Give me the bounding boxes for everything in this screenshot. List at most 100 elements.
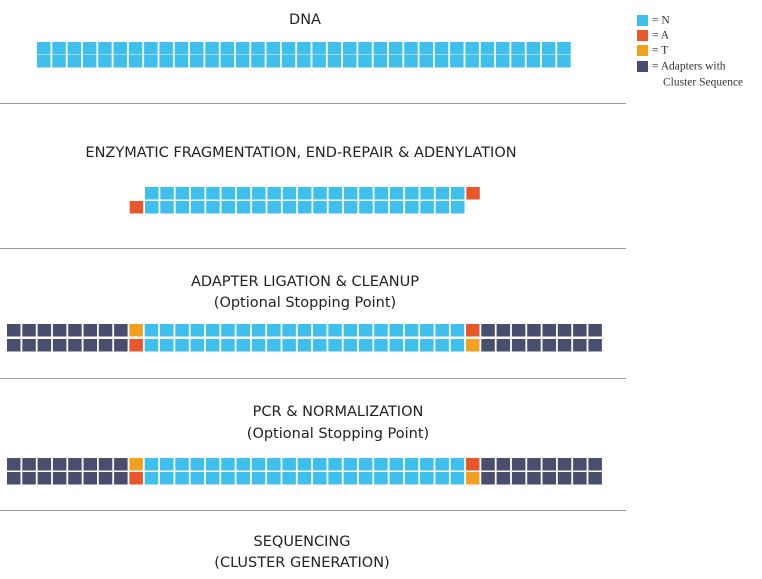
base-block	[358, 324, 373, 337]
base-block	[542, 458, 556, 471]
base-block	[175, 472, 189, 485]
base-block	[557, 42, 571, 55]
legend-swatch	[637, 61, 648, 72]
base-block	[313, 458, 327, 471]
base-block	[419, 42, 433, 55]
base-block	[496, 324, 511, 337]
legend-label: = A	[652, 30, 670, 42]
base-block	[190, 201, 205, 214]
base-block	[267, 339, 281, 352]
base-block	[359, 187, 373, 200]
base-block	[557, 458, 572, 471]
base-block	[160, 339, 174, 352]
base-block	[221, 472, 235, 485]
base-block	[573, 472, 587, 485]
base-block	[236, 201, 251, 214]
base-block	[404, 55, 418, 68]
base-block	[419, 55, 433, 68]
base-block	[235, 42, 250, 55]
base-block	[435, 324, 449, 337]
base-block	[526, 42, 541, 55]
base-block	[220, 55, 235, 68]
base-block	[450, 339, 465, 352]
legend-swatch	[637, 30, 648, 41]
base-block	[221, 458, 235, 471]
base-block	[420, 187, 434, 200]
base-block	[144, 458, 159, 471]
base-block	[114, 458, 128, 471]
base-block	[251, 472, 266, 485]
base-block	[389, 201, 404, 214]
base-block	[190, 472, 205, 485]
base-block	[588, 458, 602, 471]
base-block	[266, 42, 280, 55]
base-block	[160, 187, 174, 200]
base-block	[37, 55, 51, 68]
base-block	[220, 42, 235, 55]
base-block	[328, 187, 343, 200]
base-block	[389, 339, 403, 352]
sequence-blocks	[7, 42, 602, 485]
base-block	[511, 472, 526, 485]
base-block	[328, 339, 342, 352]
base-block	[221, 324, 235, 337]
base-block	[129, 324, 143, 337]
base-block	[267, 472, 281, 485]
base-block	[98, 458, 113, 471]
base-block	[343, 324, 358, 337]
base-block	[557, 472, 572, 485]
base-block	[205, 324, 220, 337]
base-block	[405, 187, 419, 200]
step-subtitle: (CLUSTER GENERATION)	[214, 555, 389, 571]
base-block	[175, 201, 190, 214]
base-block	[98, 472, 113, 485]
base-block	[343, 339, 358, 352]
base-block	[52, 42, 66, 55]
base-block	[174, 55, 189, 68]
base-block	[98, 324, 113, 337]
base-block	[420, 339, 434, 352]
base-block	[251, 458, 266, 471]
base-block	[451, 187, 465, 200]
base-block	[480, 55, 495, 68]
base-block	[282, 187, 297, 200]
base-block	[388, 42, 403, 55]
base-block	[144, 339, 159, 352]
base-block	[511, 55, 525, 68]
base-block	[343, 458, 358, 471]
base-block	[374, 339, 388, 352]
base-block	[450, 472, 465, 485]
base-block	[374, 201, 388, 214]
base-block	[466, 324, 480, 337]
base-block	[114, 339, 128, 352]
base-block	[573, 458, 587, 471]
legend-label: = N	[652, 15, 670, 27]
base-block	[557, 339, 572, 352]
base-block	[297, 324, 312, 337]
base-block	[496, 339, 511, 352]
base-block	[389, 458, 403, 471]
base-block	[481, 472, 495, 485]
base-block	[160, 324, 174, 337]
base-block	[267, 201, 281, 214]
base-block	[83, 472, 97, 485]
base-block	[405, 201, 419, 214]
base-block	[129, 201, 144, 214]
base-block	[175, 187, 190, 200]
base-block	[496, 472, 511, 485]
base-block	[52, 339, 67, 352]
base-block	[435, 458, 449, 471]
base-block	[98, 42, 112, 55]
base-block	[7, 458, 21, 471]
base-block	[542, 339, 556, 352]
base-block	[541, 55, 556, 68]
base-block	[22, 458, 36, 471]
step-title: SEQUENCING	[254, 534, 351, 550]
base-block	[297, 339, 312, 352]
base-block	[389, 324, 403, 337]
base-block	[496, 458, 511, 471]
base-block	[267, 187, 281, 200]
base-block	[313, 339, 327, 352]
base-block	[343, 42, 357, 55]
base-block	[373, 55, 388, 68]
